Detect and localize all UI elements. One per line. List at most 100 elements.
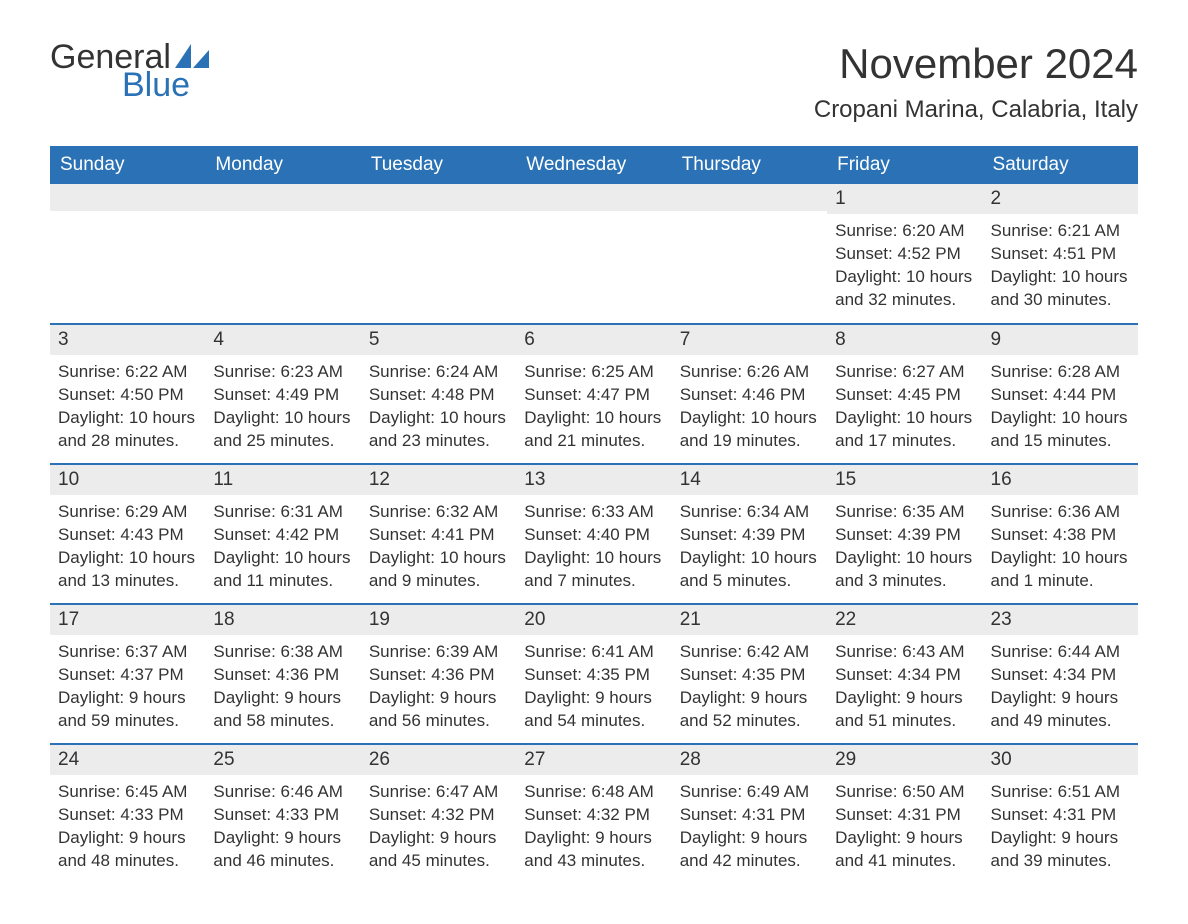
calendar-day-cell: 29Sunrise: 6:50 AMSunset: 4:31 PMDayligh… bbox=[827, 744, 982, 884]
daylight-text-line1: Daylight: 10 hours bbox=[680, 407, 819, 430]
calendar-day-cell: 20Sunrise: 6:41 AMSunset: 4:35 PMDayligh… bbox=[516, 604, 671, 744]
sunrise-text: Sunrise: 6:38 AM bbox=[213, 641, 352, 664]
day-number-bar: 29 bbox=[827, 745, 982, 775]
daylight-text-line2: and 21 minutes. bbox=[524, 430, 663, 453]
daylight-text-line1: Daylight: 9 hours bbox=[369, 827, 508, 850]
sunset-text: Sunset: 4:31 PM bbox=[835, 804, 974, 827]
day-body: Sunrise: 6:38 AMSunset: 4:36 PMDaylight:… bbox=[205, 635, 360, 743]
month-title: November 2024 bbox=[814, 40, 1138, 88]
sunset-text: Sunset: 4:43 PM bbox=[58, 524, 197, 547]
sunrise-text: Sunrise: 6:33 AM bbox=[524, 501, 663, 524]
day-body: Sunrise: 6:37 AMSunset: 4:37 PMDaylight:… bbox=[50, 635, 205, 743]
day-body: Sunrise: 6:42 AMSunset: 4:35 PMDaylight:… bbox=[672, 635, 827, 743]
day-number-bar: 30 bbox=[983, 745, 1138, 775]
sunrise-text: Sunrise: 6:44 AM bbox=[991, 641, 1130, 664]
daylight-text-line2: and 32 minutes. bbox=[835, 289, 974, 312]
sunset-text: Sunset: 4:38 PM bbox=[991, 524, 1130, 547]
calendar-table: Sunday Monday Tuesday Wednesday Thursday… bbox=[50, 146, 1138, 884]
calendar-day-cell: 10Sunrise: 6:29 AMSunset: 4:43 PMDayligh… bbox=[50, 464, 205, 604]
daylight-text-line2: and 42 minutes. bbox=[680, 850, 819, 873]
daylight-text-line1: Daylight: 10 hours bbox=[835, 547, 974, 570]
calendar-day-cell: 3Sunrise: 6:22 AMSunset: 4:50 PMDaylight… bbox=[50, 324, 205, 464]
sunrise-text: Sunrise: 6:43 AM bbox=[835, 641, 974, 664]
calendar-day-cell: 21Sunrise: 6:42 AMSunset: 4:35 PMDayligh… bbox=[672, 604, 827, 744]
day-number-bar: 22 bbox=[827, 605, 982, 635]
daylight-text-line2: and 23 minutes. bbox=[369, 430, 508, 453]
daylight-text-line2: and 54 minutes. bbox=[524, 710, 663, 733]
day-body bbox=[516, 211, 671, 301]
daylight-text-line2: and 30 minutes. bbox=[991, 289, 1130, 312]
day-body: Sunrise: 6:31 AMSunset: 4:42 PMDaylight:… bbox=[205, 495, 360, 603]
sunset-text: Sunset: 4:34 PM bbox=[991, 664, 1130, 687]
day-body: Sunrise: 6:46 AMSunset: 4:33 PMDaylight:… bbox=[205, 775, 360, 883]
day-number-bar: 15 bbox=[827, 465, 982, 495]
day-body: Sunrise: 6:33 AMSunset: 4:40 PMDaylight:… bbox=[516, 495, 671, 603]
daylight-text-line2: and 25 minutes. bbox=[213, 430, 352, 453]
sunset-text: Sunset: 4:36 PM bbox=[213, 664, 352, 687]
day-body: Sunrise: 6:23 AMSunset: 4:49 PMDaylight:… bbox=[205, 355, 360, 463]
sunset-text: Sunset: 4:41 PM bbox=[369, 524, 508, 547]
daylight-text-line1: Daylight: 10 hours bbox=[835, 266, 974, 289]
calendar-day-cell bbox=[361, 184, 516, 324]
day-number-bar: 9 bbox=[983, 325, 1138, 355]
sunrise-text: Sunrise: 6:21 AM bbox=[991, 220, 1130, 243]
calendar-day-cell: 23Sunrise: 6:44 AMSunset: 4:34 PMDayligh… bbox=[983, 604, 1138, 744]
daylight-text-line1: Daylight: 9 hours bbox=[369, 687, 508, 710]
page-header: General Blue November 2024 Cropani Marin… bbox=[50, 40, 1138, 124]
calendar-day-cell: 8Sunrise: 6:27 AMSunset: 4:45 PMDaylight… bbox=[827, 324, 982, 464]
daylight-text-line2: and 59 minutes. bbox=[58, 710, 197, 733]
day-body: Sunrise: 6:47 AMSunset: 4:32 PMDaylight:… bbox=[361, 775, 516, 883]
sunset-text: Sunset: 4:33 PM bbox=[58, 804, 197, 827]
sunrise-text: Sunrise: 6:51 AM bbox=[991, 781, 1130, 804]
sunset-text: Sunset: 4:50 PM bbox=[58, 384, 197, 407]
sunrise-text: Sunrise: 6:22 AM bbox=[58, 361, 197, 384]
day-number-bar: 20 bbox=[516, 605, 671, 635]
day-number-bar: 25 bbox=[205, 745, 360, 775]
daylight-text-line2: and 11 minutes. bbox=[213, 570, 352, 593]
sunset-text: Sunset: 4:40 PM bbox=[524, 524, 663, 547]
calendar-day-cell: 12Sunrise: 6:32 AMSunset: 4:41 PMDayligh… bbox=[361, 464, 516, 604]
day-body: Sunrise: 6:50 AMSunset: 4:31 PMDaylight:… bbox=[827, 775, 982, 883]
sunrise-text: Sunrise: 6:50 AM bbox=[835, 781, 974, 804]
sunrise-text: Sunrise: 6:42 AM bbox=[680, 641, 819, 664]
sunrise-text: Sunrise: 6:27 AM bbox=[835, 361, 974, 384]
weekday-header-row: Sunday Monday Tuesday Wednesday Thursday… bbox=[50, 146, 1138, 184]
sunrise-text: Sunrise: 6:23 AM bbox=[213, 361, 352, 384]
day-body: Sunrise: 6:20 AMSunset: 4:52 PMDaylight:… bbox=[827, 214, 982, 322]
daylight-text-line2: and 49 minutes. bbox=[991, 710, 1130, 733]
calendar-day-cell: 11Sunrise: 6:31 AMSunset: 4:42 PMDayligh… bbox=[205, 464, 360, 604]
calendar-day-cell: 28Sunrise: 6:49 AMSunset: 4:31 PMDayligh… bbox=[672, 744, 827, 884]
daylight-text-line1: Daylight: 9 hours bbox=[680, 687, 819, 710]
sunset-text: Sunset: 4:39 PM bbox=[680, 524, 819, 547]
daylight-text-line1: Daylight: 10 hours bbox=[680, 547, 819, 570]
sunset-text: Sunset: 4:37 PM bbox=[58, 664, 197, 687]
daylight-text-line1: Daylight: 9 hours bbox=[835, 827, 974, 850]
day-body: Sunrise: 6:29 AMSunset: 4:43 PMDaylight:… bbox=[50, 495, 205, 603]
sunrise-text: Sunrise: 6:31 AM bbox=[213, 501, 352, 524]
daylight-text-line1: Daylight: 10 hours bbox=[369, 547, 508, 570]
calendar-day-cell: 5Sunrise: 6:24 AMSunset: 4:48 PMDaylight… bbox=[361, 324, 516, 464]
sunset-text: Sunset: 4:35 PM bbox=[680, 664, 819, 687]
sunset-text: Sunset: 4:36 PM bbox=[369, 664, 508, 687]
daylight-text-line1: Daylight: 9 hours bbox=[835, 687, 974, 710]
daylight-text-line2: and 51 minutes. bbox=[835, 710, 974, 733]
sunrise-text: Sunrise: 6:34 AM bbox=[680, 501, 819, 524]
daylight-text-line2: and 56 minutes. bbox=[369, 710, 508, 733]
calendar-day-cell bbox=[205, 184, 360, 324]
sunset-text: Sunset: 4:35 PM bbox=[524, 664, 663, 687]
day-number-bar: 13 bbox=[516, 465, 671, 495]
calendar-day-cell: 7Sunrise: 6:26 AMSunset: 4:46 PMDaylight… bbox=[672, 324, 827, 464]
calendar-week-row: 1Sunrise: 6:20 AMSunset: 4:52 PMDaylight… bbox=[50, 184, 1138, 324]
day-number-bar: 5 bbox=[361, 325, 516, 355]
calendar-day-cell: 22Sunrise: 6:43 AMSunset: 4:34 PMDayligh… bbox=[827, 604, 982, 744]
day-body: Sunrise: 6:51 AMSunset: 4:31 PMDaylight:… bbox=[983, 775, 1138, 883]
sunrise-text: Sunrise: 6:28 AM bbox=[991, 361, 1130, 384]
daylight-text-line1: Daylight: 9 hours bbox=[58, 687, 197, 710]
sunrise-text: Sunrise: 6:32 AM bbox=[369, 501, 508, 524]
day-body: Sunrise: 6:43 AMSunset: 4:34 PMDaylight:… bbox=[827, 635, 982, 743]
day-number-bar: 4 bbox=[205, 325, 360, 355]
calendar-day-cell: 6Sunrise: 6:25 AMSunset: 4:47 PMDaylight… bbox=[516, 324, 671, 464]
daylight-text-line1: Daylight: 10 hours bbox=[524, 407, 663, 430]
sunset-text: Sunset: 4:45 PM bbox=[835, 384, 974, 407]
day-body bbox=[672, 211, 827, 301]
